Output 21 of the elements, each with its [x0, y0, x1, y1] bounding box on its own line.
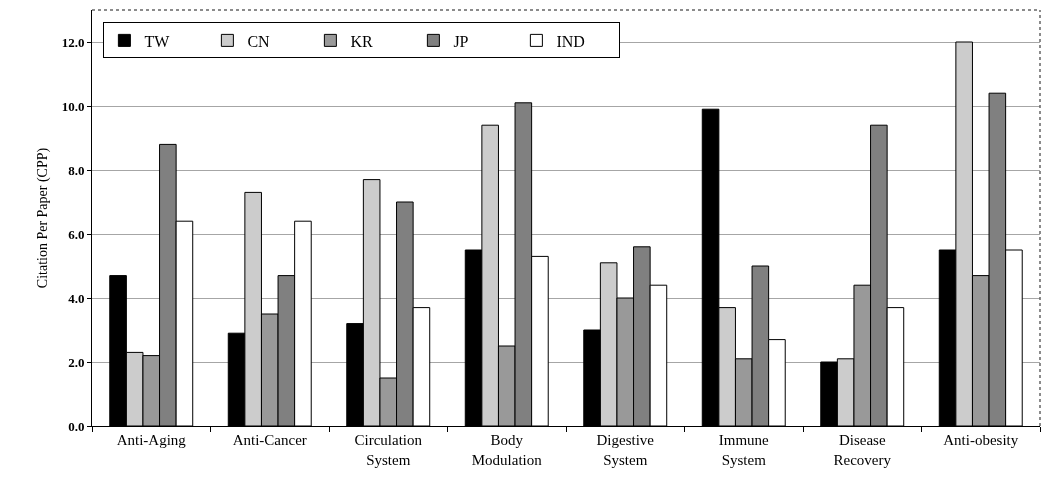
legend-label: KR — [350, 32, 373, 50]
y-tick-label: 10.0 — [61, 98, 85, 114]
x-tick-label: Anti-Cancer — [232, 432, 307, 448]
y-tick-label: 8.0 — [68, 162, 85, 178]
x-tick-label: Disease Recovery — [833, 432, 892, 468]
y-tick-label: 6.0 — [68, 226, 85, 242]
legend-label: CN — [247, 32, 271, 50]
x-tick-label: Body Modulation — [471, 432, 543, 468]
legend-label: IND — [556, 32, 585, 50]
y-tick-label: 12.0 — [61, 34, 85, 50]
x-tick-label: Immune System — [718, 432, 770, 468]
x-tick-label: Anti-obesity — [943, 432, 1019, 448]
y-axis-title: Citation Per Paper (CPP) — [35, 147, 52, 289]
y-tick-label: 4.0 — [68, 290, 85, 306]
legend-label: TW — [144, 32, 171, 50]
x-tick-label: Anti-Aging — [116, 432, 187, 448]
legend-label: JP — [453, 32, 469, 50]
y-tick-label: 2.0 — [68, 354, 85, 370]
x-tick-label: Digestive System — [596, 432, 655, 468]
y-tick-label: 0.0 — [68, 418, 85, 434]
x-tick-label: Circulation System — [354, 432, 423, 468]
